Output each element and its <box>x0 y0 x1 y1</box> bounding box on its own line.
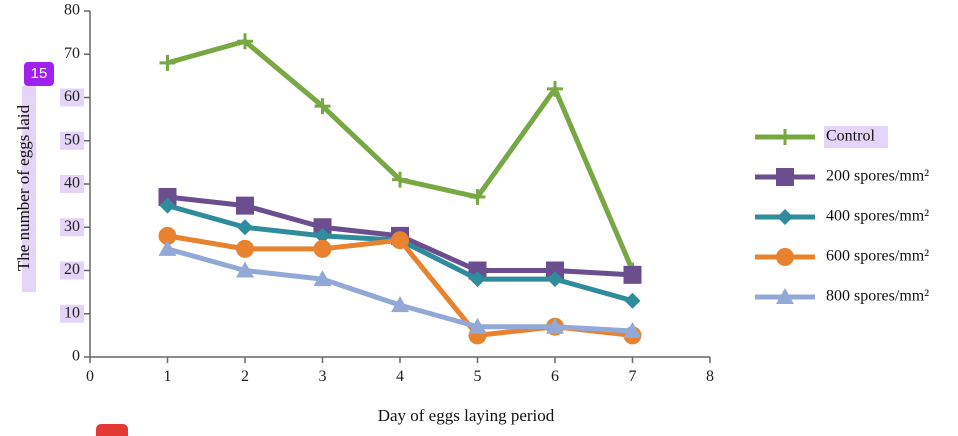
data-point <box>391 231 409 250</box>
legend-label: 200 spores/mm² <box>826 168 929 185</box>
data-point <box>391 296 409 313</box>
legend-label: 800 spores/mm² <box>826 288 929 305</box>
data-point <box>469 271 486 288</box>
data-point <box>624 292 641 309</box>
legend-item: 800 spores/mm² <box>755 288 929 305</box>
series-line <box>165 246 635 334</box>
data-point <box>468 317 487 334</box>
y-tick-label: 50 <box>64 131 80 148</box>
x-tick-label: 6 <box>551 368 559 385</box>
legend-swatch-marker <box>776 248 794 266</box>
data-point <box>158 226 177 245</box>
y-tick-label: 80 <box>64 2 80 19</box>
data-point <box>159 197 176 214</box>
data-point <box>547 80 563 97</box>
x-tick-label: 8 <box>706 368 714 385</box>
y-tick-label: 20 <box>64 261 80 278</box>
data-point <box>159 54 176 71</box>
legend-label-highlight <box>824 126 888 148</box>
data-point <box>623 265 642 284</box>
series-2 <box>159 197 641 309</box>
y-tick-label-highlight <box>60 131 84 150</box>
series-4 <box>158 239 642 339</box>
y-tick-label: 30 <box>64 218 80 235</box>
y-tick-label: 0 <box>72 348 80 365</box>
x-tick-label: 1 <box>164 368 172 385</box>
y-tick-label-highlight <box>60 218 84 237</box>
x-tick-label: 4 <box>396 368 404 385</box>
legend-item: 400 spores/mm² <box>755 208 929 225</box>
data-point <box>237 219 253 236</box>
data-point <box>546 317 564 334</box>
legend-swatch-marker <box>776 288 794 304</box>
y-axis-title: The number of eggs laid <box>14 104 33 271</box>
red-marker <box>96 424 128 436</box>
data-point <box>623 322 642 339</box>
data-point <box>158 239 177 256</box>
y-tick-label: 40 <box>64 175 80 192</box>
y-tick-label: 60 <box>64 88 80 105</box>
data-point <box>158 187 177 206</box>
x-tick-label: 0 <box>86 368 94 385</box>
data-point <box>392 171 408 188</box>
x-tick-label: 7 <box>629 368 637 385</box>
x-axis-title: Day of eggs laying period <box>378 406 555 425</box>
legend-swatch-marker <box>776 168 794 186</box>
annotation-badge: 15 <box>24 62 54 86</box>
ylabel-highlight <box>22 86 36 292</box>
legend-label: Control <box>826 128 875 145</box>
legend-item: Control <box>755 126 888 148</box>
data-point <box>237 33 253 50</box>
y-tick-label: 10 <box>64 304 80 321</box>
x-tick-label: 3 <box>319 368 327 385</box>
legend-label: 400 spores/mm² <box>826 208 929 225</box>
legend-swatch-marker <box>777 209 793 225</box>
y-tick-label-highlight <box>60 261 84 280</box>
legend-label: 600 spores/mm² <box>826 248 929 265</box>
data-point <box>314 227 331 244</box>
x-tick-label: 5 <box>474 368 482 385</box>
data-point <box>313 239 332 258</box>
data-point <box>236 261 254 278</box>
legend-item: 200 spores/mm² <box>755 168 929 186</box>
data-point <box>314 98 331 115</box>
data-point <box>313 270 332 287</box>
data-point <box>236 239 254 258</box>
y-tick-label-highlight <box>60 304 84 323</box>
legend-item: 600 spores/mm² <box>755 248 929 266</box>
y-tick-label: 70 <box>64 45 80 62</box>
data-point <box>313 218 332 237</box>
y-tick-label-highlight <box>60 88 84 107</box>
x-tick-label: 2 <box>241 368 249 385</box>
data-point <box>547 271 563 288</box>
legend-swatch-marker <box>777 129 793 145</box>
data-point <box>469 188 486 205</box>
data-point <box>236 196 254 215</box>
y-tick-label-highlight <box>60 175 84 193</box>
data-point <box>546 261 564 280</box>
